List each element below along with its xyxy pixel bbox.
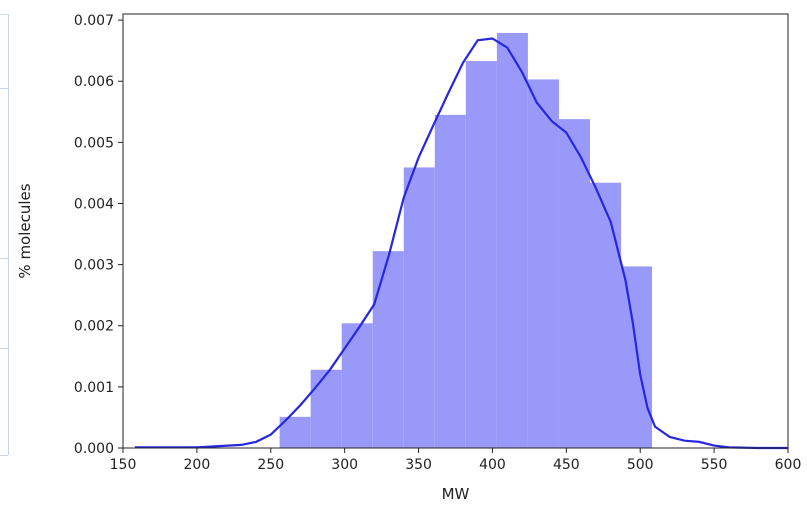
histogram-bar	[528, 79, 559, 448]
histogram-bar	[373, 251, 404, 448]
histogram-bar	[342, 323, 373, 448]
y-tick-label: 0.007	[74, 13, 114, 29]
x-tick-label: 400	[479, 457, 506, 473]
y-tick-label: 0.006	[74, 74, 114, 90]
y-tick-label: 0.002	[74, 319, 114, 335]
y-axis-label: % molecules	[16, 183, 34, 278]
histogram-bars	[280, 33, 652, 448]
x-tick-label: 500	[627, 457, 654, 473]
x-tick-label: 350	[405, 457, 432, 473]
y-tick-label: 0.003	[74, 258, 114, 274]
x-tick-label: 150	[110, 457, 137, 473]
histogram-bar	[311, 370, 342, 448]
x-tick-label: 250	[257, 457, 284, 473]
x-tick-label: 550	[701, 457, 728, 473]
x-axis-label: MW	[442, 485, 470, 503]
histogram-bar	[466, 61, 497, 448]
x-tick-label: 300	[331, 457, 358, 473]
histogram-bar	[435, 115, 466, 448]
x-tick-label: 200	[184, 457, 211, 473]
histogram-bar	[404, 167, 435, 448]
x-tick-label: 450	[553, 457, 580, 473]
histogram-bar	[621, 266, 652, 448]
y-axis: 0.000 0.001 0.002 0.003 0.004 0.005 0.006 0.007	[74, 13, 123, 457]
histogram-bar	[590, 183, 621, 448]
y-tick-label: 0.001	[74, 380, 114, 396]
y-tick-label: 0.000	[74, 441, 114, 457]
y-tick-label: 0.004	[74, 196, 114, 212]
histogram-bar	[497, 33, 528, 448]
y-tick-label: 0.005	[74, 135, 114, 151]
x-axis: 150 200 250 300 350 400 450 500 550 600	[110, 448, 802, 473]
x-tick-label: 600	[775, 457, 802, 473]
